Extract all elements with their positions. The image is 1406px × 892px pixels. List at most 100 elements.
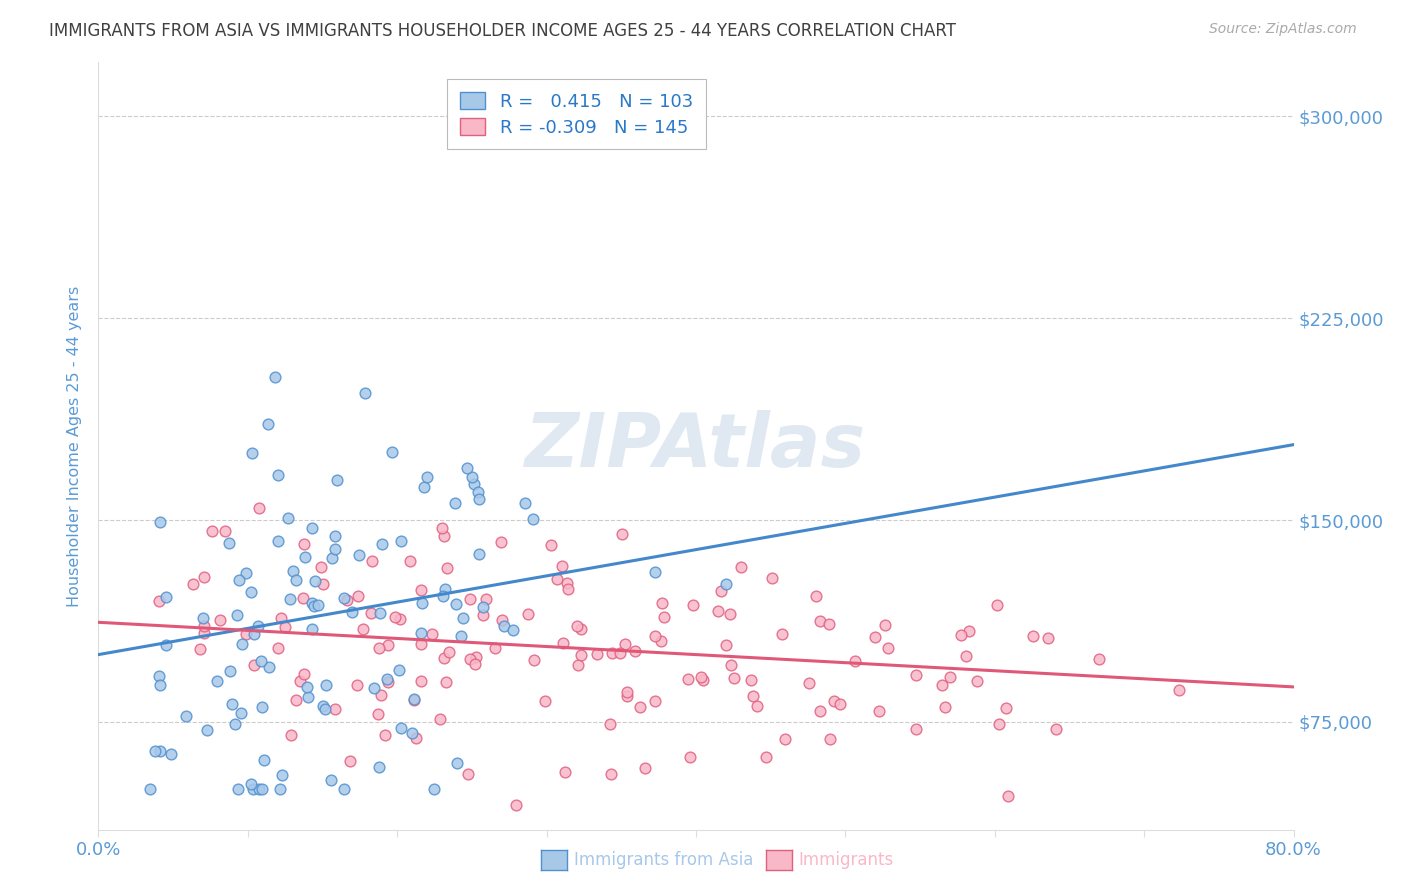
Point [193, 619, 215, 633]
Point [333, 782, 356, 797]
Point [986, 598, 1008, 612]
Point [389, 534, 412, 549]
Point [221, 697, 243, 711]
Point [689, 669, 711, 683]
Point [269, 782, 291, 797]
Point [176, 709, 198, 723]
Point [247, 619, 270, 633]
Point [555, 576, 578, 591]
Point [292, 667, 315, 681]
Point [270, 768, 292, 782]
Point [720, 658, 742, 673]
Point [710, 583, 733, 598]
Point [450, 629, 472, 643]
Point [706, 604, 728, 618]
Point [294, 549, 316, 564]
Point [775, 731, 797, 746]
Point [434, 582, 457, 597]
Point [398, 554, 420, 568]
Point [451, 610, 474, 624]
Point [304, 599, 326, 613]
Point [228, 574, 250, 588]
Point [551, 636, 574, 650]
Point [820, 732, 842, 747]
Point [155, 590, 177, 604]
Point [384, 610, 406, 624]
Point [823, 694, 845, 708]
Point [346, 589, 368, 603]
Point [434, 675, 457, 690]
Point [616, 685, 638, 699]
Point [567, 657, 589, 672]
Point [491, 613, 513, 627]
Point [806, 590, 828, 604]
Point [240, 777, 263, 791]
Point [468, 548, 491, 562]
Point [312, 699, 335, 714]
Point [288, 673, 311, 688]
Point [460, 652, 482, 666]
Point [411, 596, 433, 610]
Point [522, 512, 544, 526]
Point [309, 560, 332, 574]
Point [644, 629, 666, 643]
Point [609, 646, 631, 660]
Point [868, 704, 890, 718]
Point [228, 782, 250, 797]
Point [876, 641, 898, 656]
Point [540, 538, 562, 552]
Point [652, 609, 675, 624]
Point [492, 619, 515, 633]
Point [209, 613, 232, 627]
Point [761, 571, 783, 585]
Point [280, 728, 302, 742]
Point [931, 678, 953, 692]
Point [235, 627, 257, 641]
Point [301, 623, 323, 637]
Point [231, 637, 253, 651]
Point [873, 617, 896, 632]
Point [225, 607, 247, 622]
Point [463, 477, 485, 491]
Text: ZIPAtlas: ZIPAtlas [526, 409, 866, 483]
Point [368, 760, 391, 774]
Point [678, 672, 700, 686]
Point [336, 593, 359, 607]
Point [301, 521, 323, 535]
Point [830, 698, 852, 712]
Point [270, 611, 292, 625]
Point [249, 654, 271, 668]
Point [844, 654, 866, 668]
Point [312, 576, 335, 591]
Point [301, 596, 323, 610]
Point [347, 548, 370, 562]
Point [340, 605, 363, 619]
Point [297, 690, 319, 705]
Point [586, 647, 609, 661]
Point [995, 701, 1018, 715]
Point [1036, 631, 1059, 645]
Point [651, 596, 673, 610]
Point [740, 673, 762, 687]
Point [243, 658, 266, 673]
Point [263, 370, 285, 384]
Point [285, 574, 308, 588]
Text: IMMIGRANTS FROM ASIA VS IMMIGRANTS HOUSEHOLDER INCOME AGES 25 - 44 YEARS CORRELA: IMMIGRANTS FROM ASIA VS IMMIGRANTS HOUSE… [49, 22, 956, 40]
Point [374, 728, 396, 742]
Point [599, 716, 621, 731]
Point [409, 674, 432, 689]
Point [247, 500, 270, 515]
Point [292, 537, 315, 551]
Point [467, 492, 489, 507]
Point [375, 672, 398, 686]
Point [517, 607, 540, 621]
Point [181, 577, 204, 591]
Point [957, 624, 980, 638]
Point [256, 417, 278, 431]
Point [432, 589, 454, 603]
Point [411, 637, 433, 651]
Point [949, 628, 972, 642]
Point [404, 692, 426, 706]
Point [905, 723, 928, 737]
Point [467, 485, 489, 500]
